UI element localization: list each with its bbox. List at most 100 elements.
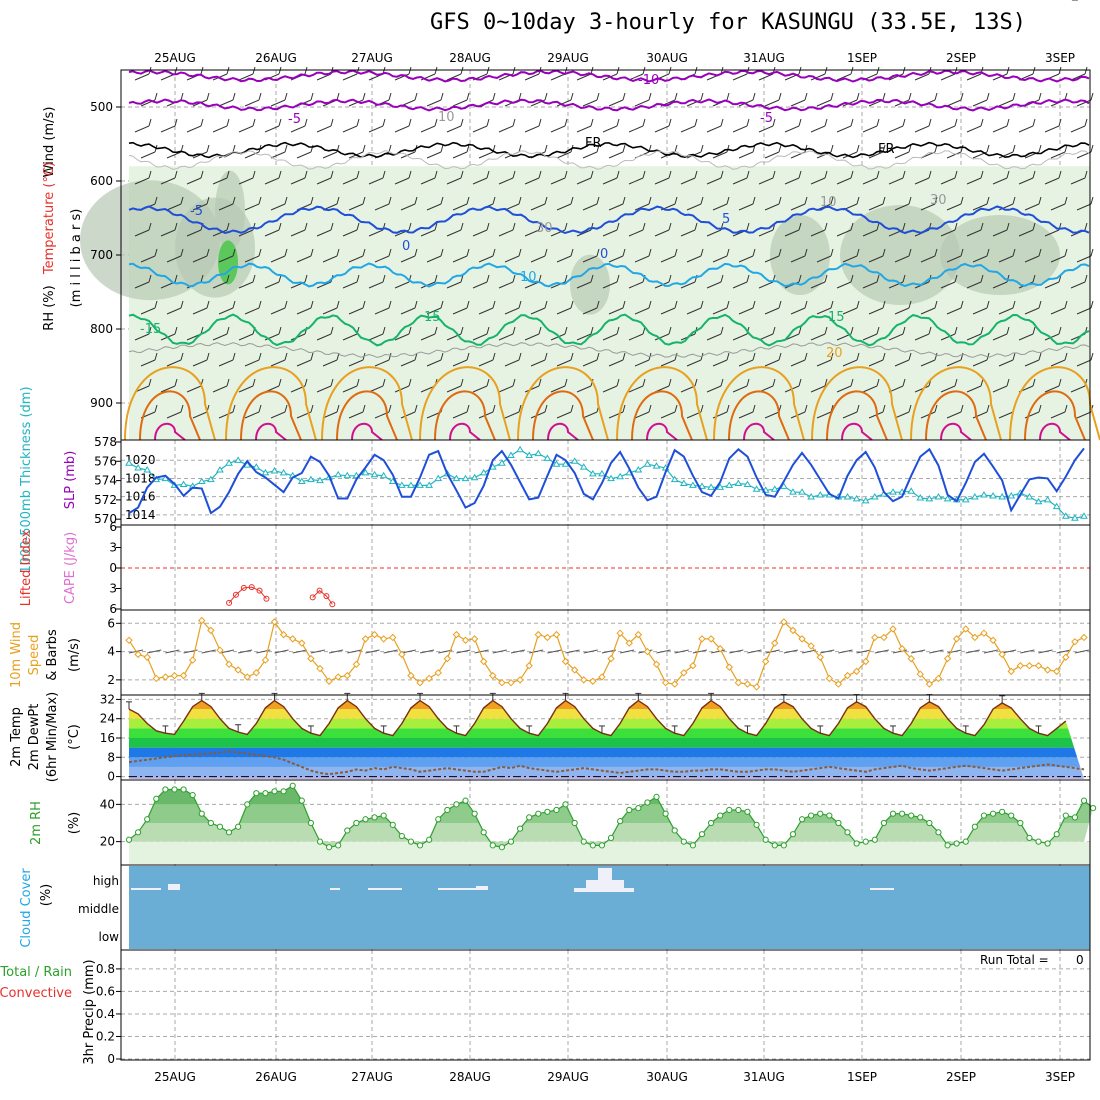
wind-speed-point xyxy=(807,642,815,650)
wind-barb xyxy=(478,359,494,367)
contour-label: 15 xyxy=(828,310,845,325)
wind-barb-flag xyxy=(154,196,158,205)
wind-barb-flag xyxy=(804,352,808,361)
wind-speed-point xyxy=(752,683,761,691)
wind-barb-flag xyxy=(1084,118,1088,127)
wind-barb-flag xyxy=(642,222,646,231)
wind-barb-flag xyxy=(284,248,288,257)
wind-barb xyxy=(660,359,676,367)
contour-20 xyxy=(419,366,511,441)
wind-barb-flag xyxy=(310,248,314,257)
thickness-tick: 576 xyxy=(94,454,117,468)
contour-label: 15 xyxy=(424,310,441,325)
thickness-point xyxy=(916,493,925,501)
wind-barb-flag xyxy=(226,222,230,231)
wind-barb xyxy=(764,255,780,263)
wind-barb xyxy=(504,307,520,315)
rh-point xyxy=(762,836,769,843)
wind-speed-point xyxy=(543,633,552,642)
rh-point xyxy=(844,829,851,836)
thickness-point xyxy=(743,480,752,487)
wind-barb xyxy=(218,255,234,263)
wind-barb xyxy=(524,333,540,341)
wind-barb xyxy=(998,359,1014,367)
wind-barb xyxy=(576,281,592,289)
wind-barb xyxy=(244,203,260,211)
wind-barb xyxy=(348,307,364,315)
wind-barb xyxy=(524,73,540,81)
wind-barb xyxy=(472,333,488,341)
contour-20 xyxy=(1009,366,1100,441)
wind-barb xyxy=(218,99,234,107)
wind-barb xyxy=(946,151,962,159)
wind-speed-point xyxy=(334,673,342,681)
wind-barb xyxy=(472,385,488,393)
rh-shading xyxy=(80,166,1090,440)
wind-barb xyxy=(1024,307,1040,315)
wind-barb xyxy=(894,359,910,367)
date-label-top: 28AUG xyxy=(449,51,491,65)
wind-barb-flag xyxy=(778,248,782,257)
wind-barb-flag xyxy=(564,170,568,179)
wind-barb xyxy=(732,385,748,393)
panel-cross-section: -10 -5 -5 FR FR -5 5 0 0 10 -15 15 15 20… xyxy=(80,66,1100,441)
rh-point xyxy=(235,823,242,830)
wind-barb xyxy=(628,125,644,133)
wind-barb-flag xyxy=(986,300,990,309)
thickness-point xyxy=(716,483,725,490)
wind-barb-flag xyxy=(720,378,724,387)
wind-barb xyxy=(1044,281,1060,289)
surface-barb xyxy=(820,649,835,654)
wind-barb-flag xyxy=(668,274,672,283)
wind-barb xyxy=(186,125,202,133)
wind-speed-point xyxy=(480,657,488,666)
wind-barb xyxy=(322,307,338,315)
wind-barb xyxy=(394,73,410,81)
wind-barb-flag xyxy=(778,92,782,101)
surface-barb xyxy=(365,649,380,654)
rh-point xyxy=(189,791,196,799)
rh-point xyxy=(989,810,997,817)
thickness-axis-title: 1000-500mb Thickness (dm) xyxy=(19,386,34,573)
wind-barb-flag xyxy=(258,300,262,309)
wind-speed-point xyxy=(279,630,288,639)
contour-30 xyxy=(1039,422,1071,441)
wind-barb xyxy=(764,307,780,315)
slp-tick: 1020 xyxy=(125,453,156,467)
contour-30 xyxy=(743,422,775,441)
wind-speed-point xyxy=(816,653,824,661)
date-label-top: 29AUG xyxy=(547,51,589,65)
wind-barb xyxy=(868,255,884,263)
wind-barb xyxy=(998,255,1014,263)
wind-barb xyxy=(686,359,702,367)
wind-barb xyxy=(764,203,780,211)
thickness-point xyxy=(961,495,970,503)
rh-point xyxy=(371,814,378,821)
wind-barb xyxy=(316,73,332,81)
rh-point xyxy=(562,801,569,808)
wind-barb xyxy=(478,307,494,315)
rh-point xyxy=(498,844,506,851)
contour-label: 10 xyxy=(820,195,837,210)
wind-barb-flag xyxy=(1090,92,1094,101)
rh-point xyxy=(462,797,469,804)
wind-barb xyxy=(836,73,852,81)
wind-barb-flag xyxy=(986,144,990,153)
thickness-line xyxy=(128,448,1085,519)
contour-30 xyxy=(255,422,287,441)
rh-point xyxy=(980,812,988,819)
wind-barb-flag xyxy=(310,92,314,101)
wind-barb xyxy=(576,385,592,393)
wind-barb xyxy=(530,203,546,211)
rh-tick: 40 xyxy=(100,797,115,811)
wind-barb-flag xyxy=(596,92,600,101)
rh-point xyxy=(544,808,551,815)
wind-barb-flag xyxy=(388,248,392,257)
wind-barb xyxy=(966,229,982,237)
rh-point xyxy=(180,786,187,793)
wind-barb xyxy=(706,385,722,393)
wind-barb xyxy=(686,307,702,315)
wind-barb xyxy=(946,359,962,367)
wind-barb-flag xyxy=(856,196,860,205)
wind-barb-flag xyxy=(668,118,672,127)
